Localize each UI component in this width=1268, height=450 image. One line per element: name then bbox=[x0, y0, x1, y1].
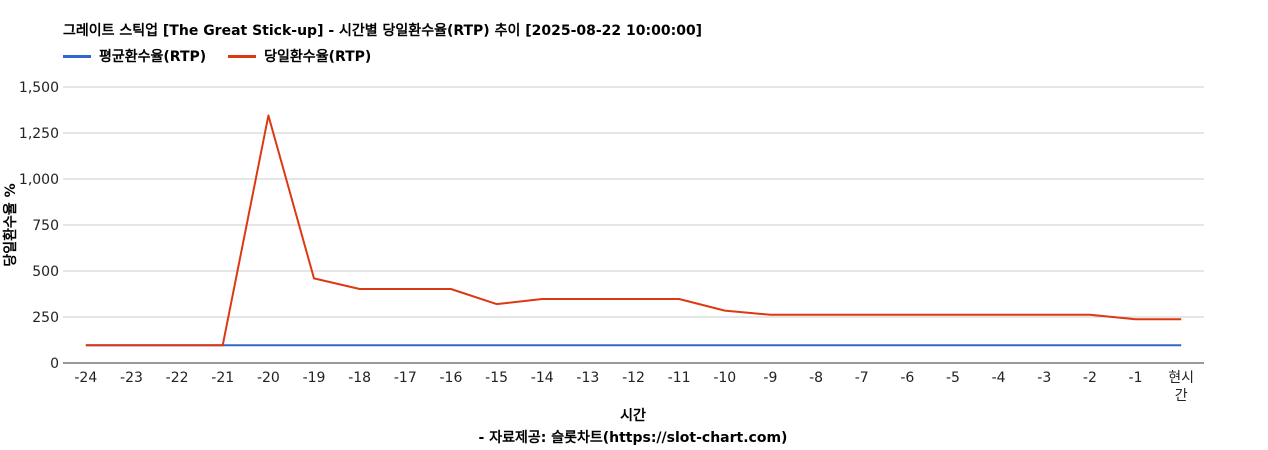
data-point[interactable] bbox=[676, 342, 682, 348]
data-point[interactable] bbox=[265, 342, 271, 348]
x-tick-label: -22 bbox=[166, 370, 189, 386]
x-tick-label: -6 bbox=[900, 370, 914, 386]
data-point[interactable] bbox=[859, 342, 865, 348]
data-point[interactable] bbox=[722, 342, 728, 348]
x-tick-label: -16 bbox=[440, 370, 463, 386]
y-tick-label: 1,250 bbox=[19, 126, 59, 142]
x-tick-label: -12 bbox=[622, 370, 645, 386]
data-point[interactable] bbox=[128, 342, 134, 348]
data-point[interactable] bbox=[357, 286, 363, 292]
x-tick-label: -24 bbox=[74, 370, 97, 386]
data-point[interactable] bbox=[1178, 342, 1184, 348]
x-tick-label: -8 bbox=[809, 370, 823, 386]
x-tick-label: -19 bbox=[303, 370, 326, 386]
gridlines bbox=[63, 86, 1204, 364]
y-tick-label: 1,500 bbox=[19, 80, 59, 96]
data-point[interactable] bbox=[767, 342, 773, 348]
y-tick-label: 0 bbox=[50, 356, 59, 372]
data-point[interactable] bbox=[676, 296, 682, 302]
x-tick-label: -15 bbox=[485, 370, 508, 386]
data-point[interactable] bbox=[950, 342, 956, 348]
y-axis-tick-labels: 0 250 500 750 1,000 1,250 1,500 bbox=[19, 80, 59, 372]
x-tick-label: -13 bbox=[576, 370, 599, 386]
data-point[interactable] bbox=[174, 342, 180, 348]
x-tick-label: -18 bbox=[348, 370, 371, 386]
data-point[interactable] bbox=[585, 342, 591, 348]
data-point[interactable] bbox=[631, 342, 637, 348]
y-tick-label: 1,000 bbox=[19, 172, 59, 188]
data-point[interactable] bbox=[1133, 342, 1139, 348]
x-tick-label: -17 bbox=[394, 370, 417, 386]
data-point[interactable] bbox=[494, 301, 500, 307]
data-point[interactable] bbox=[539, 296, 545, 302]
source-credit: - 자료제공: 슬롯차트(https://slot-chart.com) bbox=[479, 430, 788, 446]
data-point[interactable] bbox=[311, 342, 317, 348]
data-point[interactable] bbox=[996, 342, 1002, 348]
data-point[interactable] bbox=[1178, 316, 1184, 322]
data-point[interactable] bbox=[1133, 316, 1139, 322]
data-point[interactable] bbox=[1041, 342, 1047, 348]
data-point[interactable] bbox=[859, 312, 865, 318]
data-point[interactable] bbox=[950, 312, 956, 318]
data-point[interactable] bbox=[631, 296, 637, 302]
series-line-1 bbox=[85, 114, 1182, 347]
legend-label-daily: 당일환수율(RTP) bbox=[264, 49, 372, 65]
series-lines bbox=[83, 113, 1184, 348]
data-point[interactable] bbox=[767, 312, 773, 318]
data-point[interactable] bbox=[402, 286, 408, 292]
x-tick-label: -21 bbox=[211, 370, 234, 386]
y-axis-title: 당일환수율 % bbox=[2, 183, 19, 266]
x-tick-label: -10 bbox=[713, 370, 736, 386]
data-point[interactable] bbox=[448, 286, 454, 292]
data-point[interactable] bbox=[1041, 312, 1047, 318]
y-tick-label: 750 bbox=[32, 218, 59, 234]
data-point[interactable] bbox=[539, 342, 545, 348]
data-point[interactable] bbox=[1087, 342, 1093, 348]
x-tick-label: -5 bbox=[946, 370, 960, 386]
data-point[interactable] bbox=[448, 342, 454, 348]
x-tick-label: -9 bbox=[763, 370, 777, 386]
data-point[interactable] bbox=[402, 342, 408, 348]
data-point[interactable] bbox=[904, 342, 910, 348]
chart-title: 그레이트 스틱업 [The Great Stick-up] - 시간별 당일환수… bbox=[63, 23, 703, 39]
x-axis-tick-labels: -24 -23 -22 -21 -20 -19 -18 -17 -16 -15 -14 -13 -12 -… bbox=[74, 370, 1194, 404]
legend-swatch-daily bbox=[228, 54, 257, 58]
x-tick-label: -2 bbox=[1083, 370, 1097, 386]
legend-label-average: 평균환수율(RTP) bbox=[99, 49, 207, 65]
data-point[interactable] bbox=[996, 312, 1002, 318]
data-point[interactable] bbox=[311, 275, 317, 281]
data-point[interactable] bbox=[1087, 312, 1093, 318]
y-tick-label: 250 bbox=[32, 310, 59, 326]
x-tick-label: -11 bbox=[668, 370, 691, 386]
data-point[interactable] bbox=[265, 113, 271, 119]
y-tick-label: 500 bbox=[32, 264, 59, 280]
legend: 평균환수율(RTP) 당일환수율(RTP) bbox=[63, 46, 393, 66]
data-point[interactable] bbox=[722, 308, 728, 314]
x-axis-title: 시간 bbox=[620, 407, 646, 424]
x-tick-label: 현시 간 bbox=[1168, 370, 1194, 404]
legend-item-average[interactable]: 평균환수율(RTP) bbox=[63, 46, 206, 66]
x-tick-label: -20 bbox=[257, 370, 280, 386]
data-point[interactable] bbox=[357, 342, 363, 348]
x-tick-label: -23 bbox=[120, 370, 143, 386]
data-point[interactable] bbox=[585, 296, 591, 302]
legend-item-daily[interactable]: 당일환수율(RTP) bbox=[228, 46, 371, 66]
x-tick-label: -1 bbox=[1129, 370, 1143, 386]
data-point[interactable] bbox=[494, 342, 500, 348]
x-tick-label: -7 bbox=[855, 370, 869, 386]
data-point[interactable] bbox=[220, 342, 226, 348]
data-point[interactable] bbox=[813, 342, 819, 348]
x-tick-label: -4 bbox=[992, 370, 1006, 386]
data-point[interactable] bbox=[813, 312, 819, 318]
x-tick-label: -14 bbox=[531, 370, 554, 386]
legend-swatch-average bbox=[63, 54, 91, 58]
data-point[interactable] bbox=[83, 342, 89, 348]
data-point[interactable] bbox=[904, 312, 910, 318]
x-tick-label: -3 bbox=[1037, 370, 1051, 386]
